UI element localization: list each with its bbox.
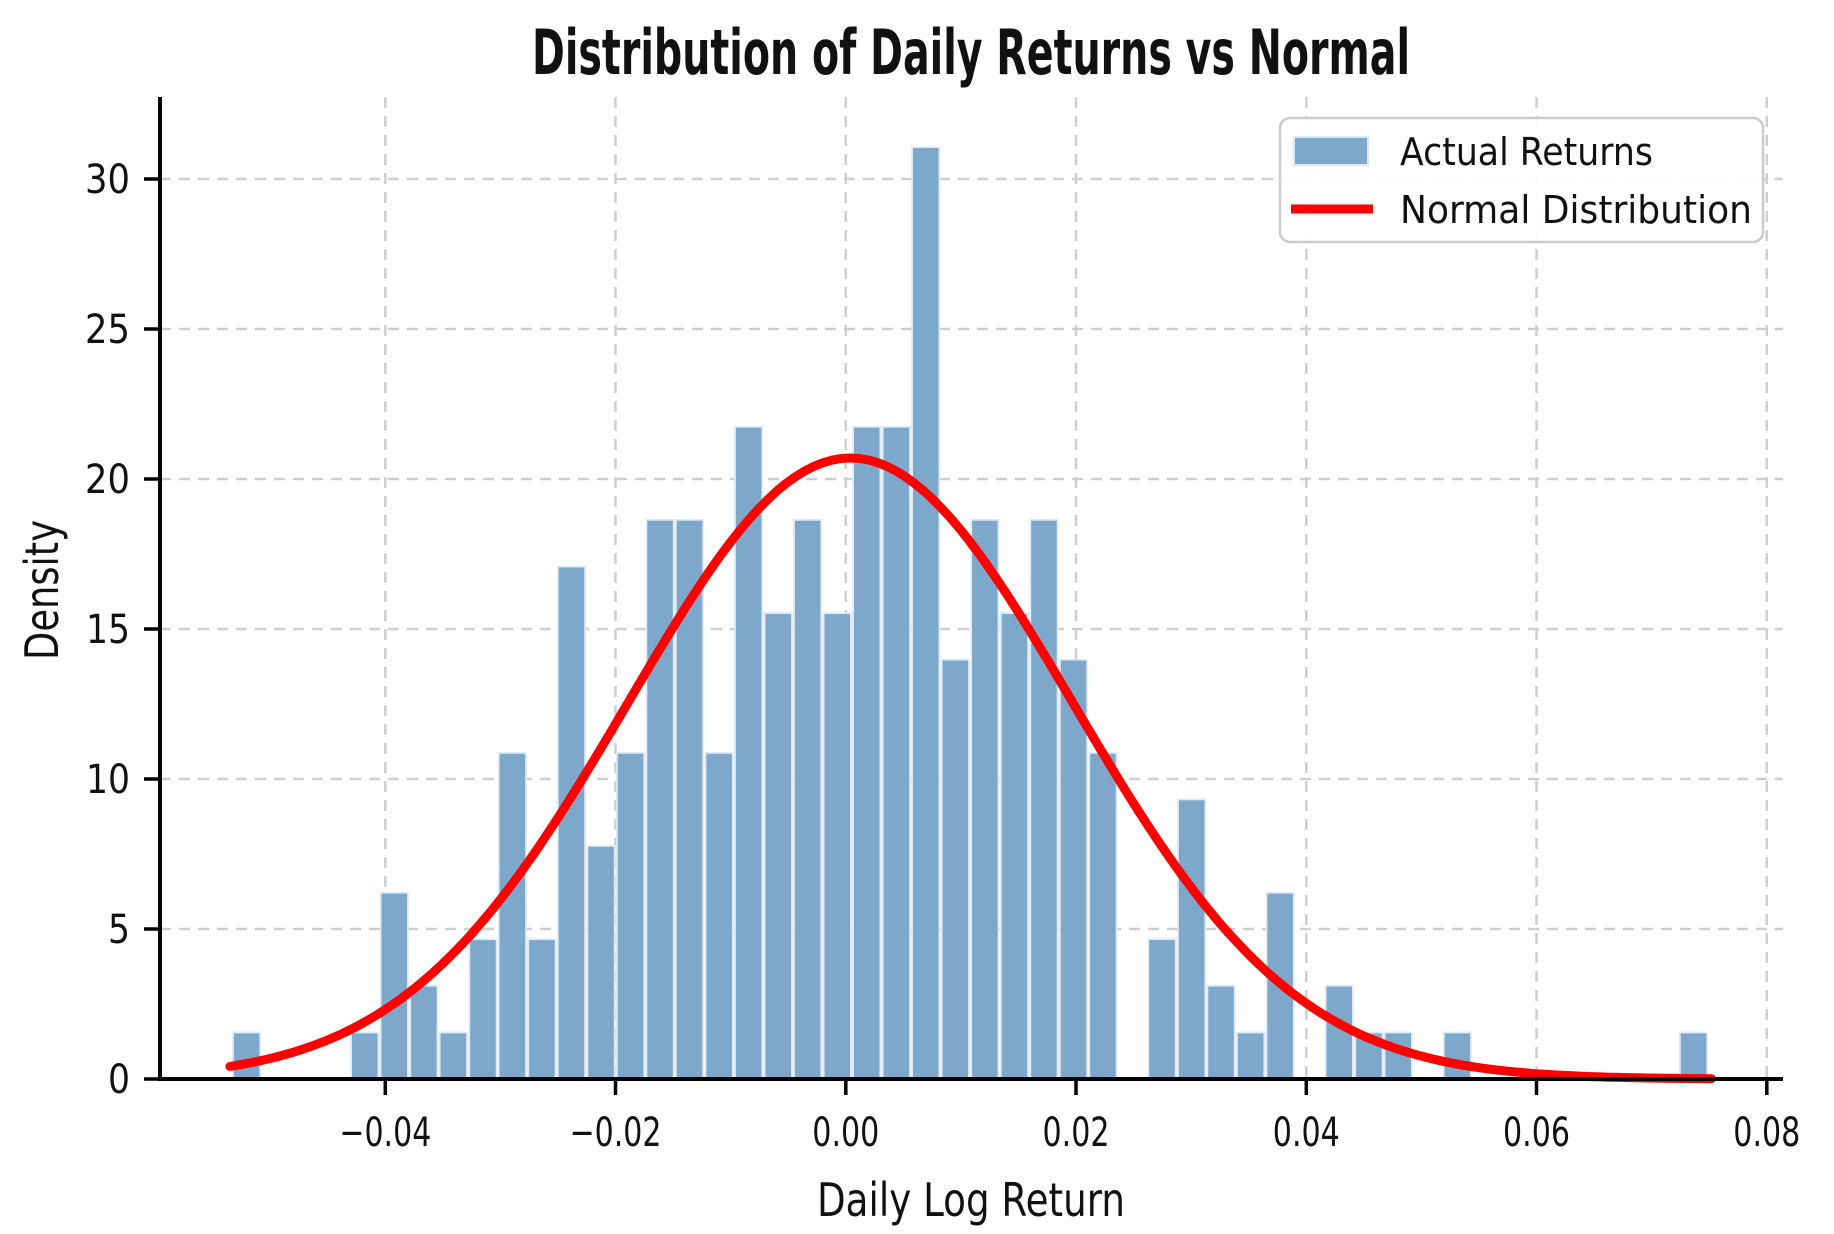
y-tick-label: 15 (86, 607, 130, 653)
histogram-bar (468, 938, 498, 1080)
x-axis-label: Daily Log Return (817, 1173, 1125, 1227)
histogram-bar (1177, 798, 1207, 1080)
x-tick-label: 0.02 (1043, 1110, 1110, 1156)
y-axis-label: Density (15, 520, 69, 660)
y-tick-label: 30 (85, 157, 130, 203)
histogram-bar (1206, 984, 1236, 1080)
histogram-bar (911, 146, 941, 1080)
histogram-bar (1679, 1031, 1709, 1080)
histogram-bar (999, 612, 1029, 1080)
histogram-bar (497, 752, 527, 1080)
histogram-bar (616, 752, 646, 1080)
legend-patch-actual-returns (1293, 136, 1369, 166)
chart-title: Distribution of Daily Returns vs Normal (532, 16, 1410, 89)
x-tick-label: 0.04 (1273, 1110, 1340, 1156)
histogram-bar (763, 612, 793, 1080)
y-tick-label: 10 (86, 757, 130, 803)
histogram-bar (970, 518, 1000, 1080)
histogram-bar (409, 984, 439, 1080)
histogram-bar (1236, 1031, 1266, 1080)
x-tick-label: 0.06 (1503, 1110, 1570, 1156)
histogram-bar (1088, 752, 1118, 1080)
histogram-bar (1059, 658, 1089, 1080)
histogram-bar (881, 425, 911, 1080)
histogram-bar (1147, 938, 1177, 1080)
x-tick-label: −0.02 (570, 1110, 662, 1156)
y-tick-label: 0 (108, 1057, 130, 1103)
x-tick-label: 0.08 (1733, 1110, 1800, 1156)
histogram-bar (940, 658, 970, 1080)
histogram-bar (1442, 1031, 1472, 1080)
histogram-bar (1029, 518, 1059, 1080)
legend-box: Actual Returns Normal Distribution (1278, 116, 1765, 244)
legend-label-normal-distribution: Normal Distribution (1400, 188, 1752, 232)
legend-frame (1278, 116, 1765, 244)
histogram-bar (586, 845, 616, 1080)
histogram-bar (350, 1031, 380, 1080)
y-ticks: 0 5 10 15 20 25 30 (85, 157, 158, 1103)
histogram-bar (645, 518, 675, 1080)
legend-label-actual-returns: Actual Returns (1400, 130, 1653, 174)
histogram-bar (438, 1031, 468, 1080)
histogram-bars (232, 146, 1709, 1080)
histogram-bar (793, 518, 823, 1080)
histogram-bar (556, 565, 586, 1080)
y-tick-label: 5 (108, 907, 130, 953)
histogram-bar (852, 425, 882, 1080)
x-tick-label: −0.04 (339, 1110, 431, 1156)
histogram-bar (379, 891, 409, 1080)
normal-curve-line (225, 453, 1716, 1084)
histogram-bar (822, 612, 852, 1080)
axes-spines (158, 97, 1783, 1081)
histogram-bar (527, 938, 557, 1080)
histogram-bar (232, 1031, 262, 1080)
x-tick-label: 0.00 (812, 1110, 879, 1156)
y-tick-label: 25 (85, 307, 130, 353)
y-tick-label: 20 (85, 457, 130, 503)
x-ticks: −0.04 −0.02 0.00 0.02 0.04 0.06 0.08 (339, 1081, 1800, 1156)
histogram-bar (704, 752, 734, 1080)
